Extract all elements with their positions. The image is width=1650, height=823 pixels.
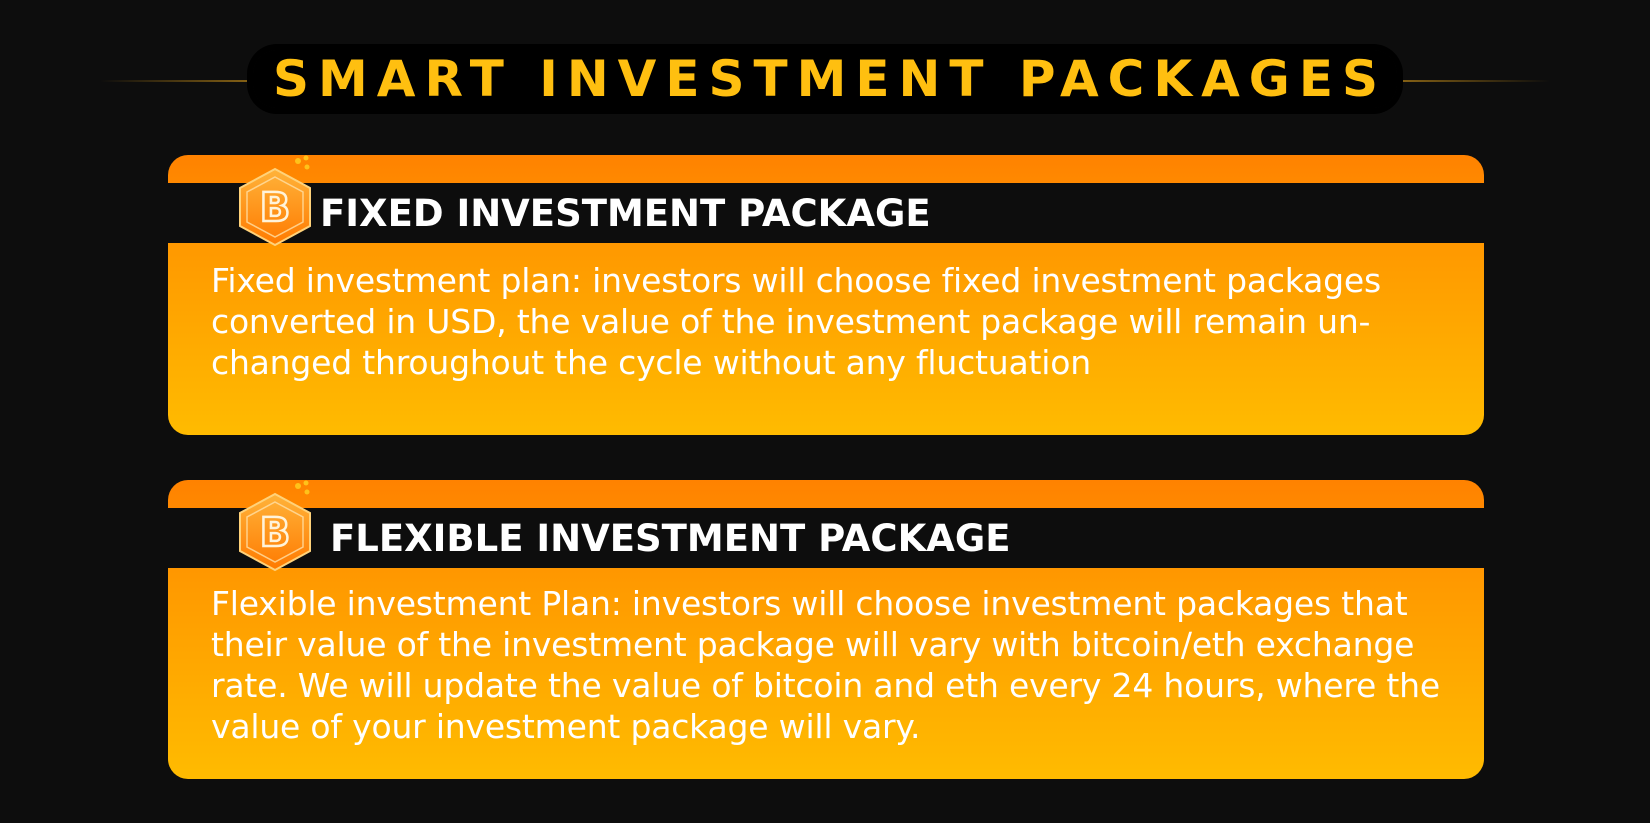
bitcoin-hexagon-icon: B [236, 155, 322, 255]
bitcoin-hexagon-icon: B [236, 480, 322, 580]
package-title: FIXED INVESTMENT PACKAGE [320, 192, 931, 235]
title-divider-left [100, 80, 322, 82]
page-title: SMART INVESTMENT PACKAGES [252, 50, 1397, 108]
page-header: SMART INVESTMENT PACKAGES [0, 42, 1650, 117]
package-description: Fixed investment plan: investors will ch… [211, 261, 1381, 382]
page-title-wrapper: SMART INVESTMENT PACKAGES [0, 42, 1650, 117]
package-title: FLEXIBLE INVESTMENT PACKAGE [330, 517, 1011, 560]
svg-text:B: B [260, 185, 291, 231]
svg-text:B: B [260, 510, 291, 556]
card-header-band [168, 183, 1484, 243]
flexible-package-card: B FLEXIBLE INVESTMENT PACKAGE Flexible i… [168, 480, 1484, 779]
card-header-band [168, 508, 1484, 568]
package-description: Flexible investment Plan: investors will… [211, 584, 1440, 746]
title-divider-right [1328, 80, 1550, 82]
fixed-package-card: B FIXED INVESTMENT PACKAGE Fixed investm… [168, 155, 1484, 435]
